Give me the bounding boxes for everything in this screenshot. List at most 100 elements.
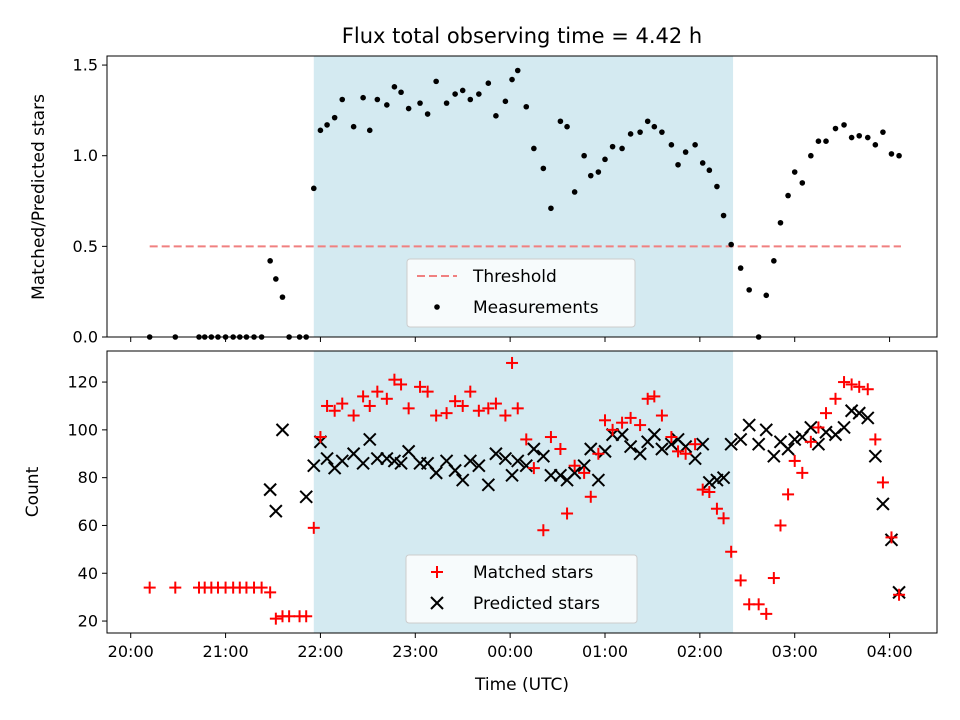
predicted-star-point (394, 456, 408, 471)
matched-star-point (554, 442, 567, 455)
predicted-star-point (544, 468, 558, 482)
matched-star-point (328, 404, 341, 417)
predicted-star-point (724, 437, 738, 451)
predicted-star-point (448, 463, 462, 478)
measurement-point (682, 149, 689, 155)
matched-star-point (648, 390, 661, 403)
predicted-star-point (759, 423, 773, 437)
matched-star-point (347, 409, 360, 422)
measurement-point (509, 76, 515, 83)
measurement-point (548, 205, 554, 212)
matched-star-point (169, 581, 182, 594)
matched-star-point (606, 423, 619, 436)
measurement-point (692, 142, 698, 148)
matched-star-point (655, 409, 668, 422)
measurement-point (424, 111, 431, 117)
measurement-point (777, 219, 784, 226)
measurement-point (651, 123, 658, 130)
matched-star-point (520, 433, 533, 446)
bottom-legend: Matched stars Predicted stars (405, 554, 638, 624)
predicted-star-point (591, 473, 606, 487)
matched-star-point (421, 385, 434, 398)
xtick-label: 01:00 (582, 642, 628, 661)
measurement-point (405, 105, 412, 112)
bottom-axes-frame (106, 350, 938, 634)
bottom-legend-box (405, 554, 638, 624)
measurement-point (627, 131, 634, 137)
top-ytick-label: 0.5 (73, 237, 98, 256)
predicted-star-point (811, 437, 826, 451)
bottom-y-axis-label: Count (23, 466, 43, 517)
matched-star-point (861, 383, 874, 396)
measurement-point (728, 241, 734, 248)
legend-measurements-label: Measurements (473, 298, 599, 318)
top-ytick-label: 0.0 (73, 328, 98, 347)
measurement-point (746, 287, 752, 293)
measurement-point (595, 169, 602, 175)
matched-star-point (456, 399, 469, 412)
measurement-point (374, 96, 381, 103)
matched-star-point (838, 376, 851, 389)
matched-star-point (665, 431, 678, 444)
legend-predicted-marker (430, 596, 444, 610)
predicted-star-point (401, 444, 416, 459)
top-legend-box (406, 258, 636, 328)
measurement-point (619, 145, 625, 152)
xtick-label: 03:00 (772, 642, 818, 661)
matched-star-point (482, 402, 495, 415)
matched-star-point (820, 407, 833, 420)
top-ytick-label: 1.5 (73, 56, 98, 75)
predicted-star-point (742, 418, 756, 432)
measurement-point (476, 91, 482, 97)
top-ytick-label: 1.0 (73, 146, 98, 165)
matched-star-point (717, 512, 730, 525)
predicted-star-point (647, 427, 662, 442)
measurement-point (557, 118, 564, 125)
measurement-point (880, 129, 886, 135)
bottom-ytick-label: 100 (67, 420, 98, 439)
predicted-star-point (456, 473, 470, 487)
bottom-panel: 20 40 60 80 100 120 20:00 21:00 22:00 23:00 00:00… (23, 350, 938, 695)
measurement-point (785, 192, 791, 199)
xtick-label: 22:00 (297, 642, 343, 661)
measurement-point (339, 96, 346, 103)
matched-star-point (885, 531, 898, 544)
measurement-point (763, 292, 770, 299)
measurement-point (493, 113, 499, 119)
predicted-star-point (380, 451, 394, 466)
predicted-star-point (852, 406, 866, 420)
measurement-point (609, 143, 616, 150)
measurement-point (587, 172, 594, 179)
matched-star-point (537, 524, 550, 537)
matched-star-point (679, 447, 692, 460)
predicted-star-point (498, 451, 513, 466)
legend-matched-marker (431, 566, 443, 578)
measurement-point (602, 156, 608, 163)
matched-star-point (357, 390, 370, 403)
measurement-point (310, 185, 317, 192)
matched-star-point (672, 445, 685, 458)
measurement-point (637, 129, 643, 135)
predicted-star-point (463, 454, 478, 468)
matched-star-point (264, 586, 277, 599)
predicted-star-point (481, 478, 496, 492)
predicted-star-point (320, 451, 334, 466)
matched-star-point (363, 399, 376, 412)
predicted-star-point (781, 442, 795, 456)
legend-measurements-marker (434, 304, 440, 310)
predicted-star-point (567, 466, 582, 480)
predicted-star-point (633, 447, 647, 461)
measurement-point (350, 123, 357, 130)
matched-star-point (796, 466, 809, 479)
top-y-axis-label: Matched/Predicted stars (29, 94, 49, 300)
measurement-point (443, 100, 450, 106)
matched-star-point (584, 490, 597, 503)
predicted-star-point (702, 475, 717, 490)
bottom-ytick-label: 40 (78, 564, 98, 583)
measurement-point (273, 276, 279, 282)
matched-star-point (449, 395, 462, 408)
measurement-point (856, 132, 863, 139)
predicted-star-point (623, 439, 638, 454)
measurement-point (459, 87, 466, 94)
matched-star-point (499, 409, 512, 422)
